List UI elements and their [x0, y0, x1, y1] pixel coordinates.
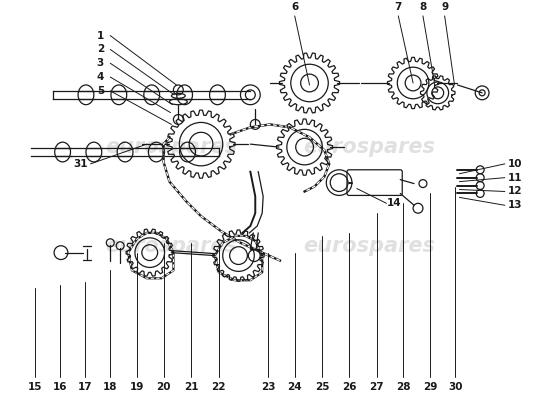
Text: 14: 14 — [387, 198, 402, 208]
Text: eurospares: eurospares — [302, 137, 434, 157]
Text: eurospares: eurospares — [302, 236, 434, 256]
Text: 19: 19 — [130, 382, 144, 392]
Text: 17: 17 — [78, 382, 92, 392]
Text: 23: 23 — [261, 382, 276, 392]
Text: eurospares: eurospares — [106, 137, 238, 157]
Text: 29: 29 — [422, 382, 437, 392]
Text: 7: 7 — [394, 2, 402, 12]
Text: 15: 15 — [28, 382, 42, 392]
Text: 30: 30 — [448, 382, 463, 392]
Text: 22: 22 — [212, 382, 226, 392]
Text: 10: 10 — [508, 159, 522, 169]
Text: 4: 4 — [97, 72, 104, 82]
Text: 25: 25 — [315, 382, 329, 392]
Text: 24: 24 — [288, 382, 302, 392]
Text: 12: 12 — [508, 186, 522, 196]
Text: 5: 5 — [97, 86, 104, 96]
Text: 31: 31 — [74, 159, 88, 169]
Text: 1: 1 — [97, 31, 104, 41]
Text: 8: 8 — [419, 2, 427, 12]
Text: 28: 28 — [396, 382, 410, 392]
Text: 20: 20 — [156, 382, 171, 392]
Text: 26: 26 — [342, 382, 356, 392]
Text: 16: 16 — [53, 382, 67, 392]
Text: 21: 21 — [184, 382, 199, 392]
Text: 11: 11 — [508, 173, 522, 183]
Text: 18: 18 — [103, 382, 118, 392]
Text: 9: 9 — [441, 2, 448, 12]
Text: 13: 13 — [508, 200, 522, 210]
Text: 6: 6 — [291, 2, 298, 12]
Text: 2: 2 — [97, 44, 104, 54]
Text: 27: 27 — [369, 382, 384, 392]
Text: eurospares: eurospares — [106, 236, 238, 256]
Text: 3: 3 — [97, 58, 104, 68]
